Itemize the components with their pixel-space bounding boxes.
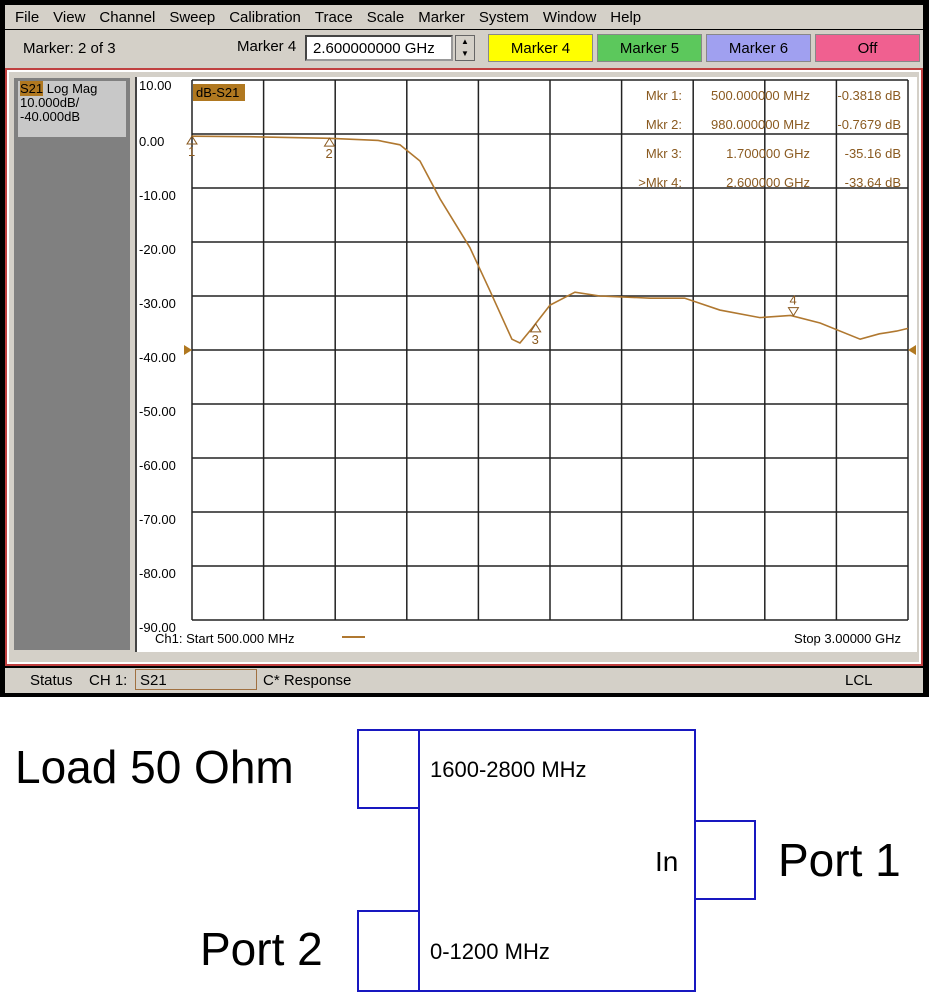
status-channel: CH 1: [89, 672, 128, 689]
menu-channel[interactable]: Channel [99, 8, 156, 26]
trace-param: S21 [20, 81, 44, 96]
sparam-chart: 10.00 0.00 -10.00 -20.00 -30.00 -40.00 -50.00 -… [139, 78, 916, 646]
y-tick-label: -80.00 [139, 566, 176, 581]
marker-off-button[interactable]: Off [815, 34, 920, 62]
y-tick-label: -90.00 [139, 620, 176, 635]
marker-table-label: Mkr 2: [646, 117, 682, 132]
menu-sweep[interactable]: Sweep [169, 8, 216, 26]
marker-1-id: 1 [188, 144, 195, 159]
marker-table-value: -0.7679 dB [837, 117, 901, 132]
port1-box [694, 820, 756, 900]
menu-help[interactable]: Help [610, 8, 642, 26]
marker-2-icon[interactable] [323, 137, 336, 147]
marker-count: Marker: 2 of 3 [23, 40, 116, 57]
marker-spinner[interactable]: ▲ ▼ [455, 35, 475, 61]
trace-scale: 10.000dB/ [20, 95, 80, 110]
y-tick-label: -50.00 [139, 404, 176, 419]
marker-field-label: Marker 4 [237, 38, 297, 55]
in-label: In [655, 846, 679, 877]
y-tick-label: -10.00 [139, 188, 176, 203]
status-lcl: LCL [845, 672, 873, 689]
marker-table-label: Mkr 1: [646, 88, 682, 103]
marker-table-label: Mkr 3: [646, 146, 682, 161]
marker-toolbar: Marker: 2 of 3 Marker 4 ▲▼ Marker 4 Mark… [5, 30, 923, 68]
vna-window: File View Channel Sweep Calibration Trac… [0, 0, 929, 697]
y-tick-label: -40.00 [139, 350, 176, 365]
y-tick-label: -60.00 [139, 458, 176, 473]
trace-tag-bg [193, 84, 245, 101]
marker-5-button[interactable]: Marker 5 [597, 34, 702, 62]
trace-sidebar [14, 78, 130, 650]
plot-area [135, 77, 917, 652]
y-tick-label: -20.00 [139, 242, 176, 257]
menu-calibration[interactable]: Calibration [229, 8, 301, 26]
marker-2-id: 2 [325, 146, 332, 161]
status-bar: Status CH 1: S21 C* Response LCL [5, 668, 923, 693]
marker-table-label: >Mkr 4: [638, 175, 682, 190]
status-param: S21 [135, 669, 257, 690]
marker-1-icon[interactable] [186, 135, 198, 145]
x-stop-label: Stop 3.00000 GHz [794, 631, 901, 646]
marker-table-value: -33.64 dB [845, 175, 901, 190]
menu-trace[interactable]: Trace [314, 8, 353, 26]
menu-marker[interactable]: Marker [418, 8, 465, 26]
marker-4-id: 4 [789, 293, 796, 308]
status-response: C* Response [263, 672, 352, 689]
ref-level-right-icon [908, 345, 916, 355]
port2-box [357, 910, 420, 992]
marker-4-button[interactable]: Marker 4 [488, 34, 593, 62]
marker-table-freq: 2.600000 GHz [726, 175, 810, 190]
marker-4-icon[interactable] [787, 307, 800, 317]
trace-line [191, 135, 909, 344]
marker-table-freq: 1.700000 GHz [726, 146, 810, 161]
y-tick-label: 10.00 [139, 78, 172, 93]
marker-table-value: -35.16 dB [845, 146, 901, 161]
y-tick-label: -30.00 [139, 296, 176, 311]
marker-table-freq: 500.000000 MHz [711, 88, 810, 103]
menu-scale[interactable]: Scale [366, 8, 405, 26]
y-tick-label: 0.00 [139, 134, 164, 149]
marker-6-button[interactable]: Marker 6 [706, 34, 811, 62]
port1-label: Port 1 [778, 834, 901, 886]
menu-file[interactable]: File [15, 8, 40, 26]
trace-tag: dB-S21 [196, 85, 239, 100]
port-load-box [357, 729, 420, 809]
band-low-label: 0-1200 MHz [430, 939, 550, 964]
marker-3-icon[interactable] [529, 322, 542, 333]
marker-frequency-input[interactable] [305, 35, 453, 61]
marker-table-value: -0.3818 dB [837, 88, 901, 103]
trace-ref: -40.000dB [20, 109, 80, 124]
trace-info-box[interactable]: S21 Log Mag 10.000dB/ -40.000dB [18, 81, 126, 137]
status-label: Status [30, 672, 73, 689]
trace-format: Log Mag [46, 81, 98, 96]
menu-window[interactable]: Window [542, 8, 597, 26]
menu-view[interactable]: View [53, 8, 86, 26]
band-high-label: 1600-2800 MHz [430, 757, 587, 782]
load-label: Load 50 Ohm [15, 741, 294, 793]
marker-table-freq: 980.000000 MHz [711, 117, 810, 132]
menu-system[interactable]: System [478, 8, 529, 26]
marker-3-id: 3 [532, 332, 539, 347]
menu-bar: File View Channel Sweep Calibration Trac… [5, 5, 923, 29]
y-tick-label: -70.00 [139, 512, 176, 527]
x-start-label: Ch1: Start 500.000 MHz [155, 631, 294, 646]
ref-level-left-icon [184, 345, 192, 355]
port2-label: Port 2 [200, 923, 323, 975]
